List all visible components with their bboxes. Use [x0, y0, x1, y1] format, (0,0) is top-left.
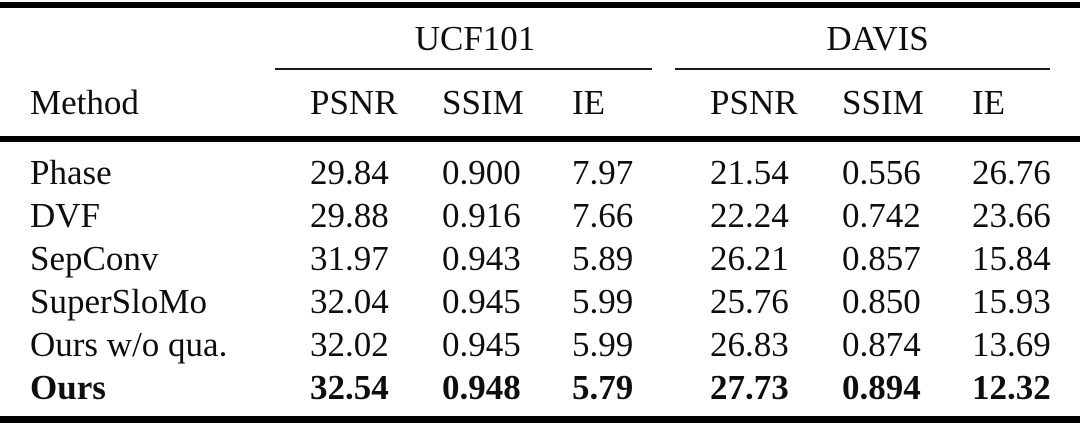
value-davis-psnr: 22.24: [710, 196, 789, 235]
value-davis-ssim: 0.556: [842, 153, 921, 192]
method-name: Ours w/o qua.: [30, 325, 228, 364]
value-ucf101-ssim: 0.943: [442, 239, 521, 278]
value-ucf101-psnr: 29.88: [310, 196, 389, 235]
value-davis-psnr: 25.76: [710, 282, 789, 321]
value-davis-ie: 23.66: [972, 196, 1051, 235]
method-name: Phase: [30, 153, 112, 192]
table-row-sepconv: SepConv 31.97 0.943 5.89 26.21 0.857 15.…: [0, 237, 1080, 280]
method-name: SuperSloMo: [30, 282, 207, 321]
value-ucf101-psnr: 32.02: [310, 325, 389, 364]
value-davis-ssim: 0.850: [842, 282, 921, 321]
value-davis-ie: 12.32: [972, 368, 1051, 407]
header-ucf101-ssim: SSIM: [407, 70, 537, 142]
value-davis-ie: 26.76: [972, 153, 1051, 192]
value-ucf101-ie: 5.89: [572, 239, 634, 278]
header-davis-psnr: PSNR: [675, 70, 808, 142]
value-ucf101-psnr: 32.04: [310, 282, 389, 321]
dataset-group-header-row: UCF101 DAVIS: [0, 5, 1080, 70]
value-ucf101-ssim: 0.948: [442, 368, 521, 407]
dataset-label-ucf101: UCF101: [414, 19, 536, 58]
group-rule-davis: [675, 68, 1051, 70]
value-davis-ie: 13.69: [972, 325, 1051, 364]
value-ucf101-psnr: 32.54: [310, 368, 389, 407]
method-column-header: Method: [0, 70, 275, 142]
value-davis-ssim: 0.874: [842, 325, 921, 364]
method-name: SepConv: [30, 239, 159, 278]
value-ucf101-ssim: 0.945: [442, 325, 521, 364]
value-ucf101-ssim: 0.900: [442, 153, 521, 192]
value-davis-psnr: 26.83: [710, 325, 789, 364]
value-davis-ssim: 0.857: [842, 239, 921, 278]
method-name: DVF: [30, 196, 101, 235]
value-ucf101-ssim: 0.945: [442, 282, 521, 321]
dataset-label-davis: DAVIS: [826, 19, 929, 58]
corner-empty-cell: [0, 5, 275, 70]
value-davis-ssim: 0.742: [842, 196, 921, 235]
value-ucf101-ie: 7.66: [572, 196, 634, 235]
value-ucf101-ie: 7.97: [572, 153, 634, 192]
header-davis-ssim: SSIM: [807, 70, 938, 142]
table-row-ours-wo-qua: Ours w/o qua. 32.02 0.945 5.99 26.83 0.8…: [0, 323, 1080, 366]
value-ucf101-ie: 5.79: [572, 368, 634, 407]
group-cell-ucf101: UCF101: [275, 5, 675, 70]
header-davis-ie: IE: [937, 70, 1080, 142]
value-ucf101-ie: 5.99: [572, 325, 634, 364]
table-row-ours: Ours 32.54 0.948 5.79 27.73 0.894 12.32: [0, 366, 1080, 420]
table-row-phase: Phase 29.84 0.900 7.97 21.54 0.556 26.76: [0, 139, 1080, 194]
value-davis-ie: 15.84: [972, 239, 1051, 278]
metric-header-row: Method PSNR SSIM IE PSNR SSIM IE: [0, 70, 1080, 142]
value-davis-ssim: 0.894: [842, 368, 921, 407]
value-ucf101-psnr: 29.84: [310, 153, 389, 192]
group-cell-davis: DAVIS: [675, 5, 1080, 70]
value-ucf101-psnr: 31.97: [310, 239, 389, 278]
header-ucf101-ie: IE: [537, 70, 676, 142]
value-davis-psnr: 27.73: [710, 368, 789, 407]
table-row-superslomo: SuperSloMo 32.04 0.945 5.99 25.76 0.850 …: [0, 280, 1080, 323]
value-ucf101-ssim: 0.916: [442, 196, 521, 235]
header-ucf101-psnr: PSNR: [275, 70, 407, 142]
table-row-dvf: DVF 29.88 0.916 7.66 22.24 0.742 23.66: [0, 194, 1080, 237]
value-davis-psnr: 21.54: [710, 153, 789, 192]
group-rule-ucf101: [275, 68, 653, 70]
value-davis-ie: 15.93: [972, 282, 1051, 321]
method-name: Ours: [30, 368, 106, 407]
value-ucf101-ie: 5.99: [572, 282, 634, 321]
value-davis-psnr: 26.21: [710, 239, 789, 278]
